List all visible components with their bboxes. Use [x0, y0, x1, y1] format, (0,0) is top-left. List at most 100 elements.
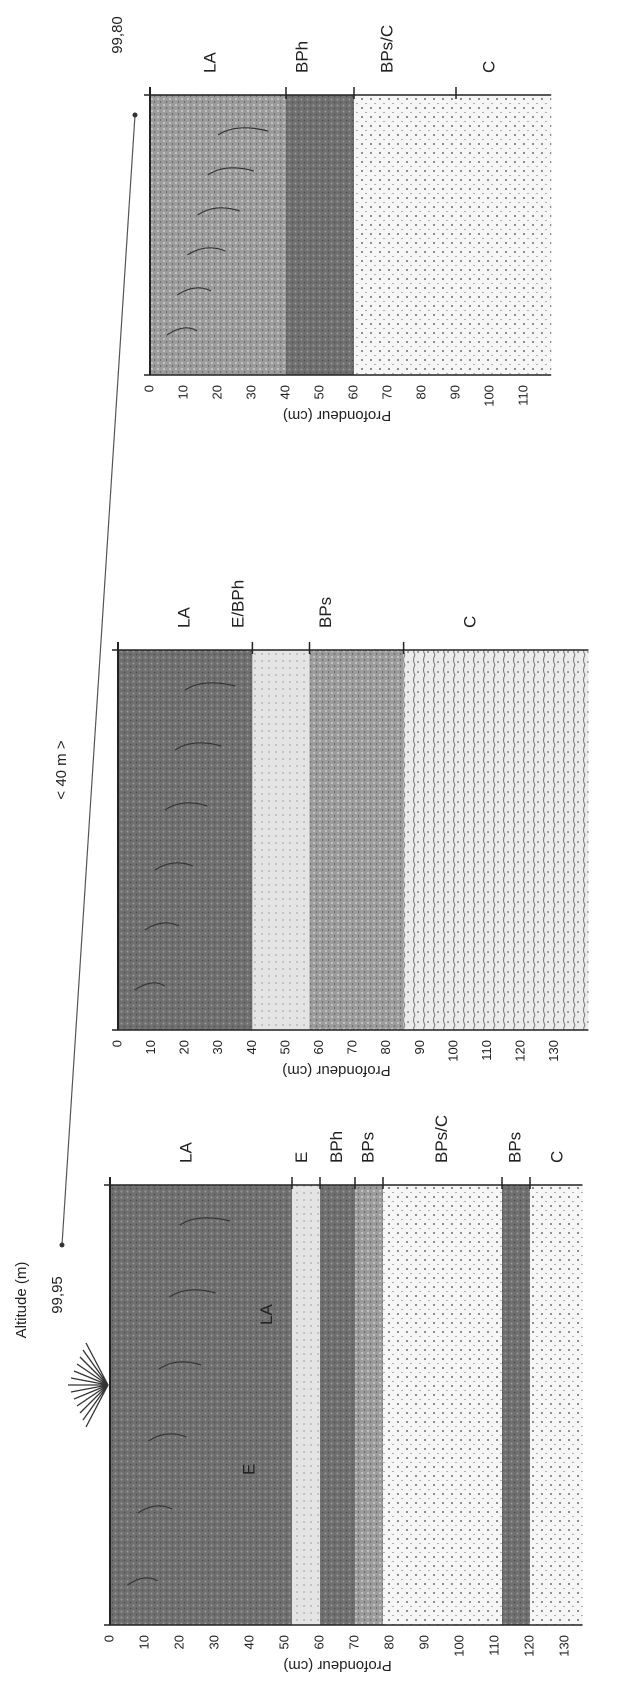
distance-label: < 40 m >	[53, 740, 70, 799]
inset-label: LA	[257, 1304, 276, 1325]
root-streak	[217, 127, 269, 136]
altitude-value: 99,95	[49, 1276, 66, 1314]
inset-label: E	[239, 1464, 258, 1475]
horizon-label: LA	[201, 52, 220, 73]
horizon-layer	[355, 1185, 383, 1625]
altitude-point	[132, 112, 138, 118]
depth-tick-label: 40	[244, 1040, 259, 1054]
plant-leaf	[79, 1384, 109, 1414]
root-streak	[169, 1289, 216, 1298]
horizon-label: BPh	[292, 41, 311, 73]
root-streak	[154, 862, 194, 871]
depth-tick-label: 100	[481, 385, 496, 407]
horizon-label: BPs/C	[432, 1115, 451, 1163]
horizon-label: BPs/C	[377, 25, 396, 73]
depth-tick-label: 0	[141, 385, 156, 392]
plant-leaf	[76, 1363, 109, 1386]
root-streak	[184, 682, 236, 691]
horizon-layer	[383, 1185, 502, 1625]
depth-tick-label: 30	[243, 385, 258, 399]
depth-tick-label: 70	[379, 385, 394, 399]
root-streak	[134, 982, 166, 991]
altitude-point	[59, 1242, 65, 1248]
depth-tick-label: 110	[515, 385, 530, 406]
horizon-layer	[530, 1185, 583, 1625]
horizon-label: BPs	[316, 597, 335, 628]
horizon-layer	[502, 1185, 530, 1625]
root-streak	[179, 1217, 231, 1226]
depth-tick-label: 50	[276, 1635, 291, 1649]
horizon-label: LA	[175, 607, 194, 628]
depth-tick-label: 70	[346, 1635, 361, 1649]
root-streak	[144, 922, 180, 931]
depth-tick-label: 80	[413, 385, 428, 399]
depth-tick-label: 90	[416, 1635, 431, 1649]
depth-tick-label: 60	[345, 385, 360, 399]
horizon-layer	[320, 1185, 355, 1625]
plant-icon	[68, 1342, 109, 1428]
horizon-layer	[150, 95, 286, 375]
depth-tick-label: 10	[175, 385, 190, 399]
root-streak	[158, 1361, 202, 1370]
depth-tick-label: 30	[206, 1635, 221, 1649]
root-streak	[127, 1577, 158, 1586]
horizon-label: C	[547, 1151, 566, 1163]
depth-tick-label: 110	[486, 1635, 501, 1656]
depth-tick-label: 20	[209, 385, 224, 399]
plant-leaf	[73, 1384, 109, 1400]
horizon-label: BPs	[505, 1132, 524, 1163]
horizon-label: BPh	[327, 1131, 346, 1163]
horizon-layer	[292, 1185, 320, 1625]
root-streak	[174, 742, 222, 751]
root-streak	[187, 247, 226, 256]
plant-leaf	[70, 1384, 109, 1393]
altitude-value: 99,80	[109, 16, 126, 54]
depth-tick-label: 120	[521, 1635, 536, 1657]
horizon-label: LA	[176, 1142, 195, 1163]
horizon-layer	[403, 650, 589, 1030]
plant-leaf	[73, 1370, 109, 1386]
horizon-label: C	[460, 616, 479, 628]
rotated-figure: Altitude (m) < 40 m > 0 10 20 30 40 50 60 70 80 90 1…	[13, 16, 589, 1674]
depth-axis-label: Profondeur (cm)	[282, 1062, 390, 1079]
depth-tick-label: 100	[445, 1040, 460, 1062]
plant-leaf	[85, 1384, 109, 1428]
plant-leaf	[70, 1377, 109, 1386]
horizon-layer	[456, 95, 552, 375]
depth-tick-label: 90	[412, 1040, 427, 1054]
depth-tick-label: 80	[381, 1635, 396, 1649]
horizon-label: E/BPh	[228, 580, 247, 628]
altitude-axis-label: Altitude (m)	[13, 1262, 30, 1339]
plant-leaf	[82, 1349, 109, 1386]
depth-axis-label: Profondeur (cm)	[283, 1657, 391, 1674]
depth-tick-label: 50	[277, 1040, 292, 1054]
horizon-layer	[286, 95, 354, 375]
horizon-layer	[354, 95, 456, 375]
root-streak	[176, 287, 212, 296]
horizon-label: C	[479, 61, 498, 73]
depth-tick-label: 70	[345, 1040, 360, 1054]
horizon-layer	[252, 650, 310, 1030]
root-streak	[164, 802, 208, 811]
depth-tick-label: 10	[143, 1040, 158, 1054]
plant-leaf	[85, 1342, 109, 1386]
root-streak	[166, 327, 198, 336]
depth-tick-label: 100	[451, 1635, 466, 1657]
depth-tick-label: 120	[513, 1040, 528, 1062]
root-streak	[137, 1505, 173, 1514]
horizon-label: BPs	[358, 1132, 377, 1163]
depth-tick-label: 110	[479, 1040, 494, 1061]
depth-tick-label: 0	[101, 1635, 116, 1642]
depth-tick-label: 40	[277, 385, 292, 399]
horizon-layer	[118, 650, 253, 1030]
depth-tick-label: 130	[556, 1635, 571, 1657]
depth-tick-label: 10	[136, 1635, 151, 1649]
root-streak	[197, 207, 240, 216]
root-streak	[148, 1433, 187, 1442]
depth-axis-label: Profondeur (cm)	[283, 407, 391, 424]
plant-leaf	[79, 1356, 109, 1386]
depth-tick-label: 20	[171, 1635, 186, 1649]
horizon-layer	[110, 1185, 292, 1625]
root-streak	[207, 167, 254, 176]
